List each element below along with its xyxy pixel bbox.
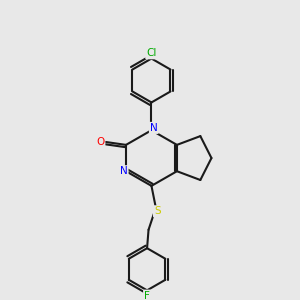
- Text: O: O: [96, 137, 104, 147]
- Text: S: S: [154, 206, 160, 216]
- Text: N: N: [120, 166, 128, 176]
- Text: N: N: [150, 123, 158, 133]
- Text: F: F: [144, 291, 150, 300]
- Text: Cl: Cl: [146, 48, 157, 58]
